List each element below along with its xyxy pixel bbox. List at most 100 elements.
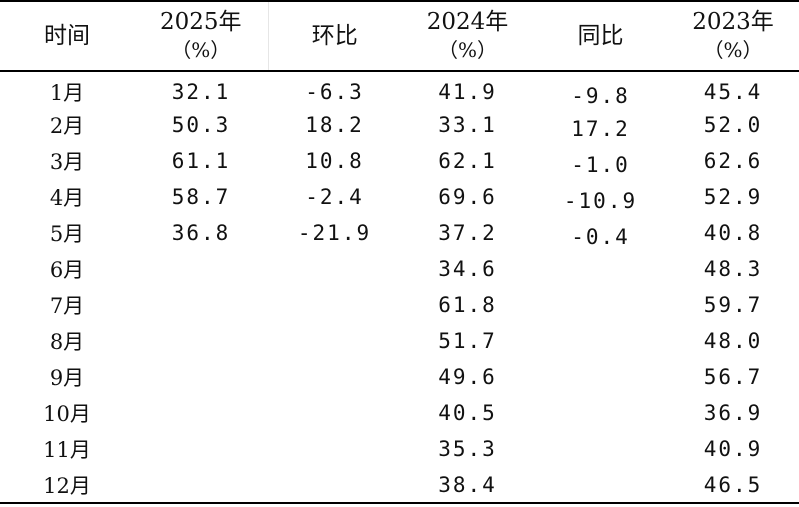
cell-mom: -21.9 (297, 221, 372, 245)
cell-yoy: -9.8 (571, 83, 630, 108)
cell-month: 10月 (43, 402, 91, 426)
cell-yoy: -10.9 (563, 189, 638, 213)
cell-2024: 34.6 (438, 257, 497, 281)
table-row: 2月 50.3 18.2 33.1 17.2 52.0 (0, 107, 799, 143)
header-yoy: 同比 (534, 0, 667, 72)
cell-2025: 36.8 (171, 221, 231, 245)
cell-month: 12月 (0, 467, 134, 504)
cell-2023: 40.9 (703, 437, 763, 461)
cell-2025 (134, 251, 268, 287)
cell-yoy (534, 363, 667, 399)
cell-2023: 52.0 (703, 113, 763, 137)
cell-yoy: 17.2 (571, 117, 630, 141)
cell-yoy (534, 255, 667, 291)
header-row: 时间 2025年 （%） 环比 2024年 （%） 同比 2023年 （%） (0, 0, 799, 72)
table-row: 6月 34.6 48.3 (0, 251, 799, 287)
cell-2024: 62.1 (438, 149, 497, 173)
header-2024: 2024年 （%） (401, 0, 534, 72)
table-body: 1月 32.1 -6.3 41.9 -9.8 45.4 2月 50.3 18.2… (0, 71, 799, 507)
header-time-label: 时间 (44, 23, 90, 49)
cell-mom (268, 431, 401, 467)
cell-yoy (534, 435, 667, 471)
cell-2023: 40.8 (703, 221, 763, 245)
cell-2023: 48.3 (703, 257, 763, 281)
cell-2025 (134, 323, 268, 359)
cell-2023: 56.7 (703, 365, 763, 389)
cell-2023: 46.5 (667, 467, 799, 504)
cell-2023: 62.6 (703, 149, 763, 173)
table-row: 11月 35.3 40.9 (0, 431, 799, 467)
cell-2024: 51.7 (438, 329, 497, 353)
cell-2023: 48.0 (703, 329, 763, 353)
header-2025-year: 2025年 (159, 9, 242, 35)
cell-month: 3月 (49, 150, 85, 174)
table-row: 8月 51.7 48.0 (0, 323, 799, 359)
table-row: 9月 49.6 56.7 (0, 359, 799, 395)
header-2024-year: 2024年 (426, 9, 509, 35)
cell-2024: 35.3 (438, 437, 497, 461)
cell-month: 1月 (49, 80, 85, 105)
cell-2023: 45.4 (703, 79, 763, 104)
cell-mom: 18.2 (305, 113, 364, 137)
cell-yoy (534, 471, 667, 507)
header-yoy-label: 同比 (577, 23, 624, 49)
cell-2025 (134, 359, 268, 395)
cell-mom (268, 323, 401, 359)
table-header: 时间 2025年 （%） 环比 2024年 （%） 同比 2023年 （%） (0, 0, 799, 72)
cell-2025: 50.3 (171, 113, 231, 137)
cell-2025: 32.1 (171, 79, 231, 104)
table-row: 5月 36.8 -21.9 37.2 -0.4 40.8 (0, 215, 799, 251)
cell-2023: 52.9 (703, 185, 763, 209)
header-2024-unit: （%） (437, 38, 497, 62)
cell-mom (268, 359, 401, 395)
cell-mom: -2.4 (305, 185, 364, 209)
cell-mom: -6.3 (305, 79, 364, 104)
cell-month: 7月 (49, 294, 85, 318)
cell-2024: 41.9 (438, 79, 497, 104)
cell-yoy (534, 327, 667, 363)
cell-month: 11月 (43, 438, 91, 462)
cell-month: 4月 (49, 186, 85, 210)
cell-month: 8月 (49, 330, 85, 354)
table-row: 3月 61.1 10.8 62.1 -1.0 62.6 (0, 143, 799, 179)
cell-month: 6月 (49, 258, 85, 282)
cell-mom: 10.8 (305, 149, 364, 173)
cell-2024: 33.1 (438, 113, 497, 137)
cell-2025: 58.7 (171, 185, 231, 209)
table-row: 12月 38.4 46.5 (0, 467, 799, 507)
cell-yoy (534, 399, 667, 435)
table-row: 10月 40.5 36.9 (0, 395, 799, 431)
cell-mom (268, 395, 401, 431)
cell-2025 (134, 287, 268, 323)
header-2025: 2025年 （%） (134, 0, 269, 72)
cell-mom (268, 287, 401, 323)
cell-2025 (134, 467, 268, 504)
cell-mom (268, 467, 401, 504)
cell-yoy: -1.0 (571, 153, 630, 177)
cell-month: 2月 (49, 114, 85, 138)
cell-2025 (134, 431, 268, 467)
header-2023-year: 2023年 (692, 9, 774, 35)
cell-2024: 69.6 (438, 185, 497, 209)
table-row: 4月 58.7 -2.4 69.6 -10.9 52.9 (0, 179, 799, 215)
cell-2025: 61.1 (171, 149, 231, 173)
table-row: 1月 32.1 -6.3 41.9 -9.8 45.4 (0, 71, 799, 108)
header-2023: 2023年 （%） (667, 0, 799, 72)
cell-yoy (534, 291, 667, 327)
header-mom-label: 环比 (311, 23, 358, 49)
cell-2023: 36.9 (703, 401, 763, 425)
cell-2024: 40.5 (438, 401, 497, 425)
table-row: 7月 61.8 59.7 (0, 287, 799, 323)
header-time: 时间 (0, 0, 134, 72)
cell-2024: 38.4 (401, 467, 534, 504)
cell-yoy: -0.4 (571, 225, 630, 249)
header-2025-unit: （%） (171, 38, 231, 62)
cell-2024: 49.6 (438, 365, 497, 389)
cell-month: 9月 (49, 366, 85, 390)
cell-2024: 61.8 (438, 293, 497, 317)
cell-mom (268, 251, 401, 287)
header-mom: 环比 (268, 0, 401, 72)
cell-2023: 59.7 (703, 293, 763, 317)
